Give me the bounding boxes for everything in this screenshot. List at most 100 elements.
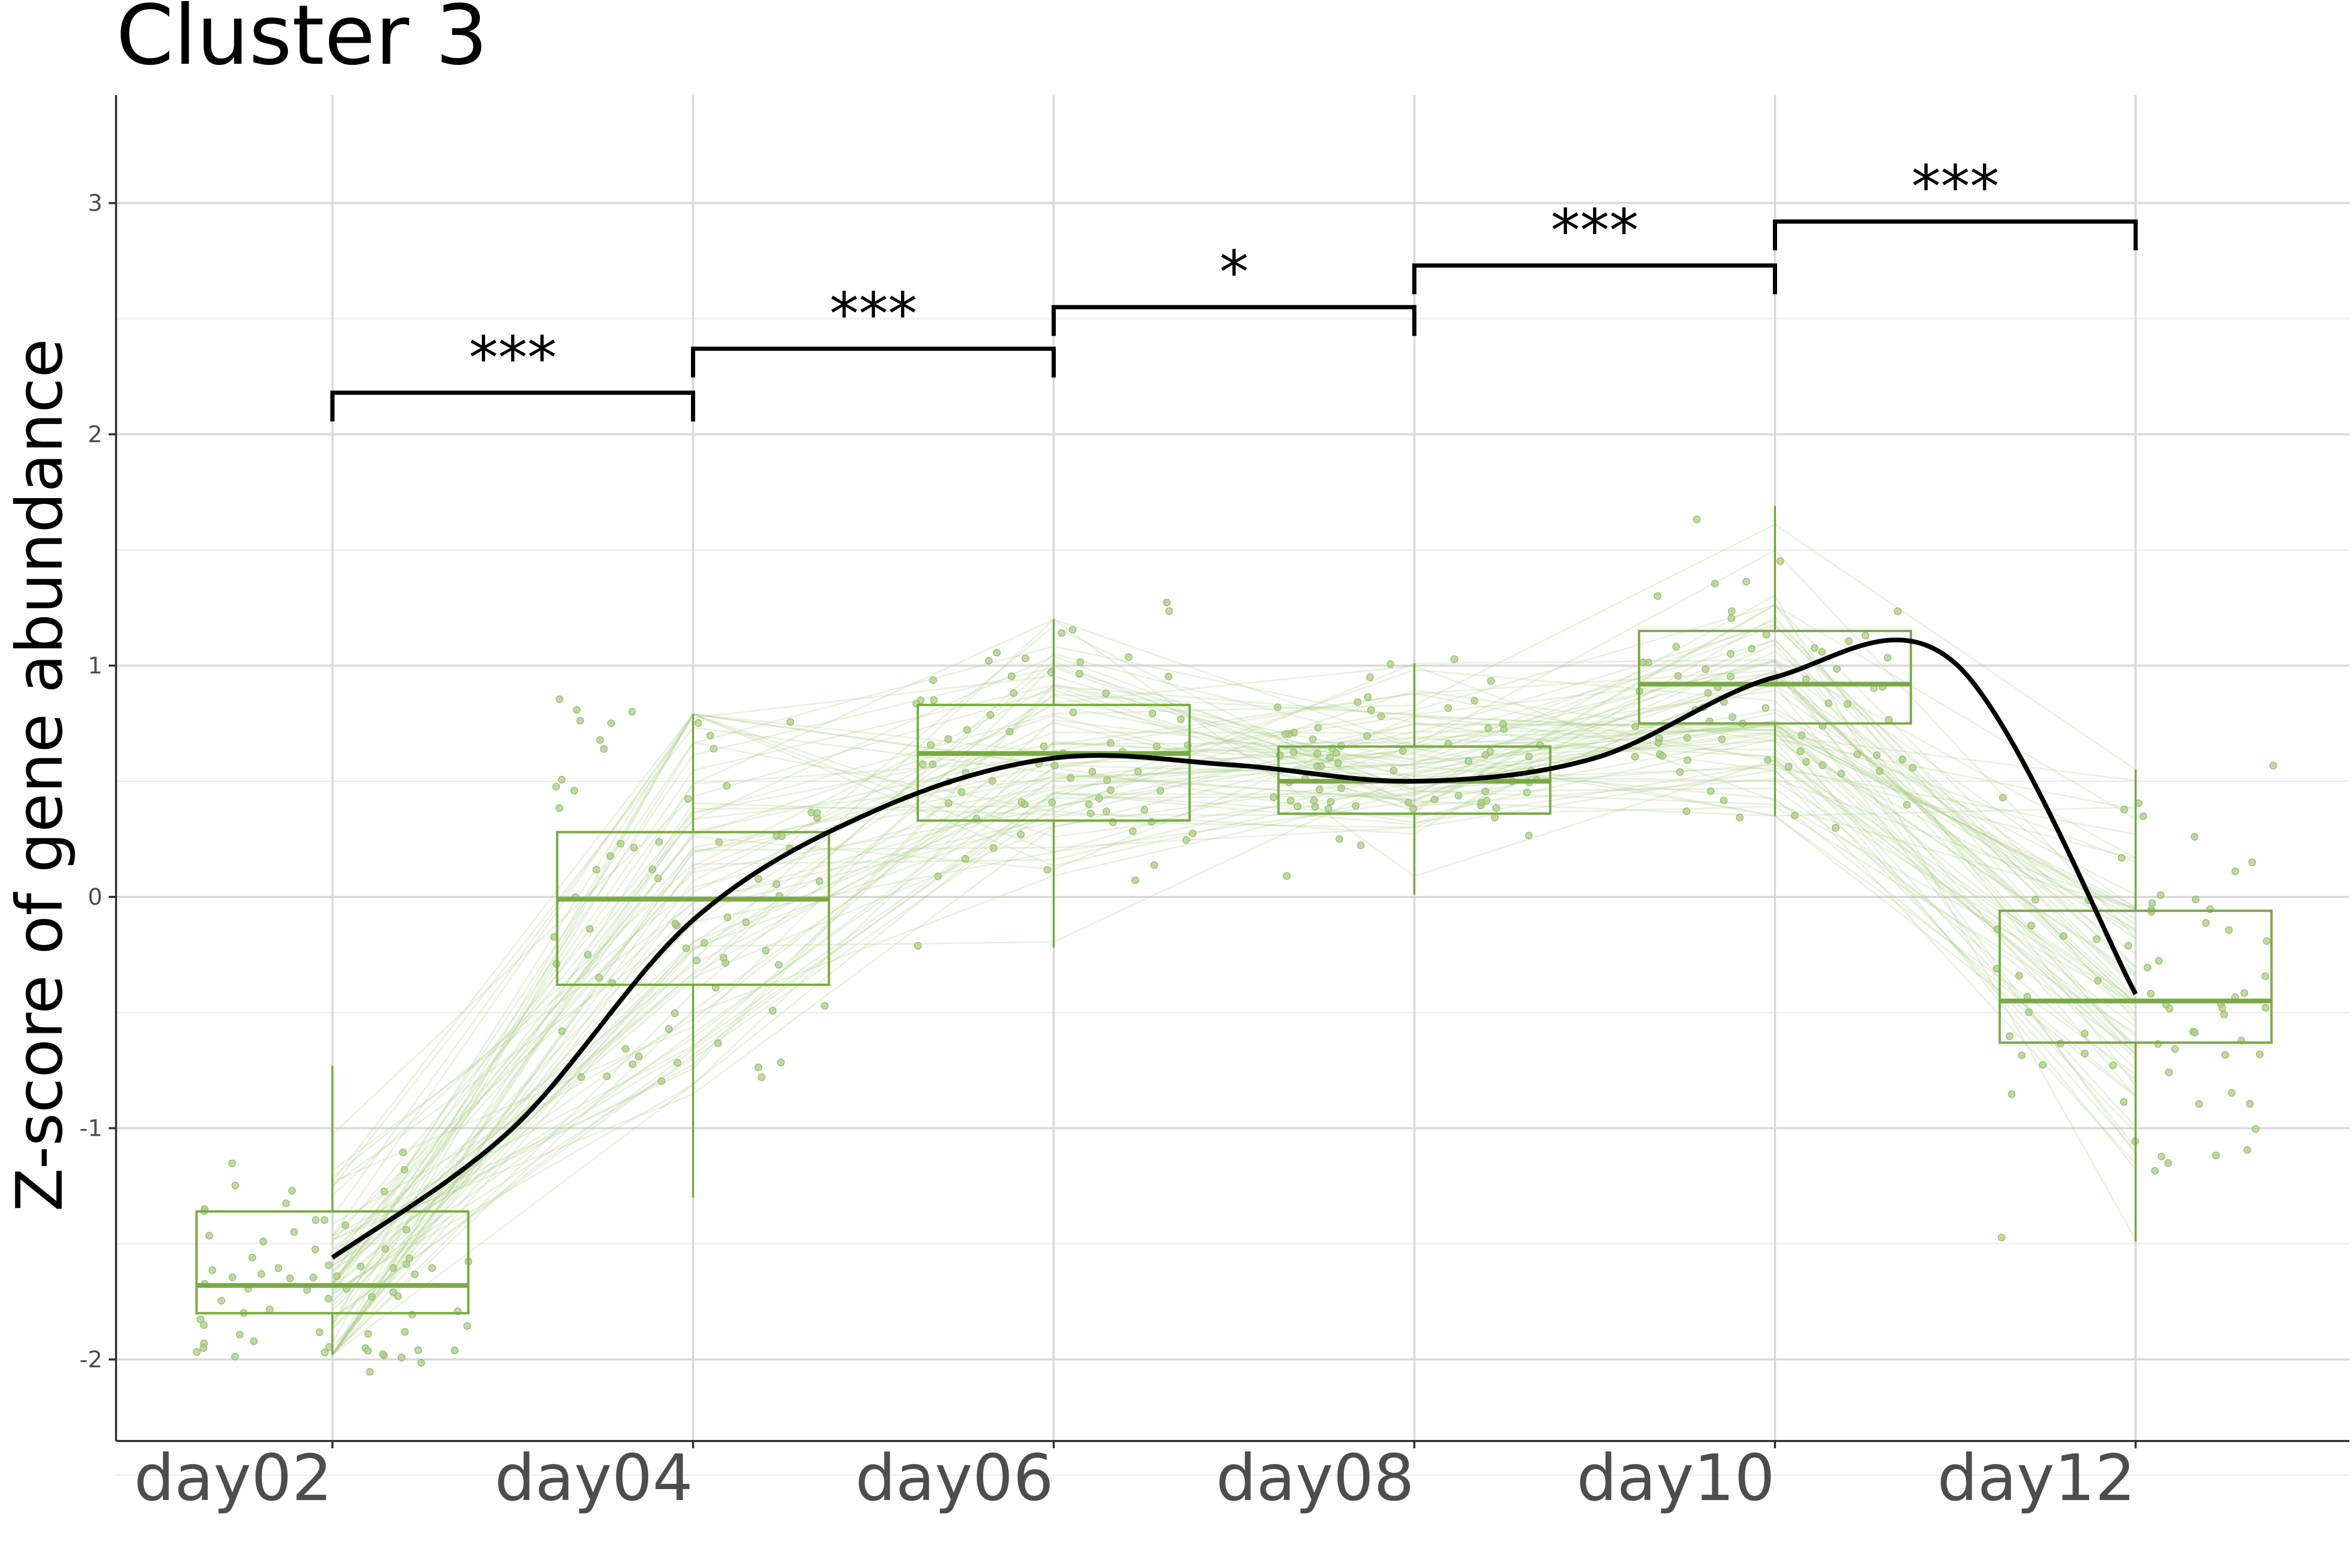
data-point bbox=[706, 732, 714, 740]
data-point bbox=[217, 1297, 225, 1305]
data-point bbox=[2081, 1030, 2089, 1037]
data-point bbox=[333, 1272, 341, 1280]
data-point bbox=[1894, 607, 1902, 615]
data-point bbox=[682, 944, 690, 952]
gene-trace bbox=[332, 664, 2136, 1183]
data-point bbox=[573, 706, 581, 714]
data-point bbox=[2109, 1061, 2117, 1069]
data-point bbox=[1386, 660, 1394, 668]
data-point bbox=[786, 718, 794, 726]
data-point bbox=[1811, 644, 1818, 652]
data-point bbox=[1818, 648, 1826, 656]
data-point bbox=[1148, 709, 1157, 718]
data-point bbox=[963, 726, 971, 734]
significance-label: *** bbox=[1551, 197, 1639, 265]
gene-trace bbox=[332, 732, 2136, 1263]
data-point bbox=[934, 872, 942, 880]
significance-label: *** bbox=[469, 324, 557, 392]
data-point bbox=[1484, 724, 1492, 732]
data-point bbox=[414, 1346, 422, 1354]
data-point bbox=[1833, 665, 1841, 673]
data-point bbox=[311, 1246, 319, 1253]
data-point bbox=[1017, 831, 1025, 838]
data-point bbox=[1317, 762, 1325, 770]
data-point bbox=[2262, 1004, 2269, 1012]
data-point bbox=[1764, 756, 1772, 764]
data-point bbox=[1776, 557, 1784, 565]
data-point bbox=[1274, 704, 1282, 711]
data-point bbox=[309, 1274, 317, 1282]
gene-trace bbox=[332, 594, 2137, 1320]
gene-trace bbox=[331, 720, 2137, 1356]
data-point bbox=[989, 844, 998, 852]
data-point bbox=[813, 809, 821, 817]
data-point bbox=[1720, 797, 1728, 804]
data-point bbox=[1444, 704, 1452, 712]
data-point bbox=[402, 1226, 410, 1233]
data-point bbox=[778, 832, 786, 840]
data-point bbox=[654, 874, 662, 882]
data-point bbox=[930, 696, 938, 704]
data-point bbox=[321, 1348, 329, 1356]
data-point bbox=[1736, 813, 1744, 822]
data-point bbox=[2120, 805, 2128, 814]
data-point bbox=[1761, 704, 1770, 712]
gene-trace bbox=[331, 713, 2137, 1182]
gene-trace bbox=[331, 549, 2137, 1311]
data-point bbox=[1707, 787, 1715, 795]
data-point bbox=[1021, 654, 1030, 662]
data-point bbox=[1051, 762, 1059, 769]
data-point bbox=[1465, 757, 1472, 765]
data-point bbox=[552, 782, 560, 791]
data-point bbox=[2124, 942, 2132, 950]
box bbox=[556, 831, 831, 986]
data-point bbox=[1684, 756, 1691, 764]
data-point bbox=[1525, 832, 1533, 839]
data-point bbox=[228, 1273, 236, 1282]
data-point bbox=[2190, 833, 2198, 840]
data-point bbox=[1332, 749, 1340, 757]
data-point bbox=[1726, 673, 1735, 681]
data-point bbox=[1748, 644, 1756, 653]
data-point bbox=[1903, 801, 1911, 809]
data-point bbox=[199, 1344, 207, 1352]
data-point bbox=[592, 866, 601, 874]
gene-trace bbox=[331, 675, 2136, 1217]
data-point bbox=[288, 1186, 296, 1195]
data-point bbox=[929, 760, 937, 768]
data-point bbox=[754, 875, 763, 883]
data-point bbox=[671, 1009, 679, 1017]
data-point bbox=[1876, 767, 1884, 775]
data-point bbox=[282, 1199, 290, 1207]
gene-traces bbox=[331, 523, 2137, 1356]
data-point bbox=[2015, 972, 2023, 979]
data-point bbox=[757, 1073, 766, 1081]
data-point bbox=[1354, 698, 1362, 706]
data-point bbox=[2246, 1100, 2254, 1108]
y-tick-label: 1 bbox=[88, 653, 102, 679]
data-point bbox=[1898, 755, 1907, 764]
data-point bbox=[1409, 805, 1417, 813]
data-point bbox=[1364, 693, 1372, 701]
data-point bbox=[927, 741, 935, 749]
data-point bbox=[1711, 580, 1719, 587]
data-point bbox=[1431, 795, 1438, 803]
data-point bbox=[2017, 1051, 2026, 1059]
data-point bbox=[1487, 677, 1495, 685]
data-point bbox=[1631, 753, 1639, 761]
data-point bbox=[1825, 699, 1832, 707]
gene-trace bbox=[331, 672, 2137, 1356]
significance-label: *** bbox=[1911, 153, 1999, 221]
data-point bbox=[944, 735, 952, 743]
data-point bbox=[773, 880, 780, 888]
gene-trace bbox=[332, 753, 2136, 1250]
data-point bbox=[754, 1064, 763, 1071]
data-point bbox=[2139, 812, 2147, 820]
data-point bbox=[1189, 829, 1197, 837]
data-point bbox=[1674, 672, 1682, 680]
gene-trace bbox=[331, 660, 2137, 1295]
data-point bbox=[1837, 769, 1846, 778]
data-point bbox=[777, 1058, 785, 1066]
data-point bbox=[231, 1353, 239, 1361]
data-point bbox=[1095, 794, 1103, 802]
